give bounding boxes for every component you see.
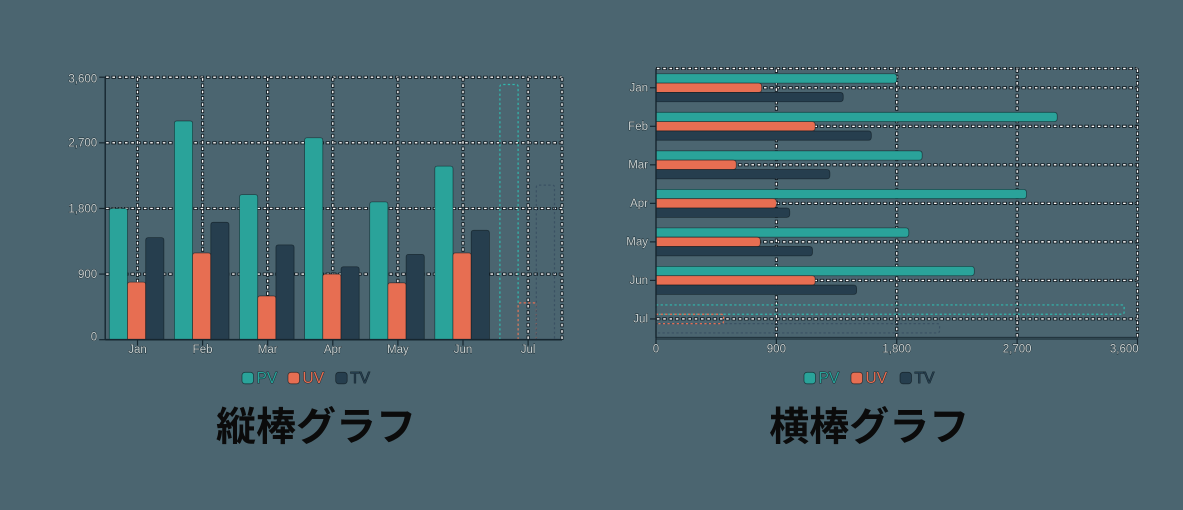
svg-text:Feb: Feb: [193, 344, 213, 356]
svg-text:May: May: [626, 237, 648, 249]
svg-text:May: May: [387, 344, 409, 356]
svg-text:Jun: Jun: [629, 275, 648, 287]
svg-text:0: 0: [91, 332, 97, 344]
svg-text:Mar: Mar: [258, 344, 278, 356]
svg-text:Jan: Jan: [128, 344, 147, 356]
svg-text:Mar: Mar: [628, 160, 648, 172]
svg-text:1,800: 1,800: [68, 203, 97, 215]
svg-text:900: 900: [767, 343, 786, 355]
svg-text:900: 900: [78, 269, 97, 281]
svg-text:3,600: 3,600: [1110, 343, 1139, 355]
svg-text:Jul: Jul: [521, 344, 536, 356]
svg-text:Feb: Feb: [628, 121, 648, 133]
svg-text:Jun: Jun: [454, 344, 473, 356]
svg-text:Jul: Jul: [633, 314, 648, 326]
svg-text:1,800: 1,800: [882, 343, 911, 355]
svg-text:2,700: 2,700: [1003, 343, 1032, 355]
svg-text:UV: UV: [303, 370, 325, 387]
svg-text:TV: TV: [350, 370, 370, 387]
svg-text:UV: UV: [866, 370, 888, 387]
svg-text:PV: PV: [819, 370, 840, 387]
svg-text:TV: TV: [915, 370, 935, 387]
svg-text:Jan: Jan: [629, 83, 648, 95]
svg-text:3,600: 3,600: [68, 74, 97, 86]
svg-text:Apr: Apr: [630, 198, 648, 210]
svg-text:0: 0: [653, 343, 659, 355]
svg-text:PV: PV: [257, 370, 278, 387]
svg-text:Apr: Apr: [324, 344, 342, 356]
svg-text:2,700: 2,700: [68, 138, 97, 150]
